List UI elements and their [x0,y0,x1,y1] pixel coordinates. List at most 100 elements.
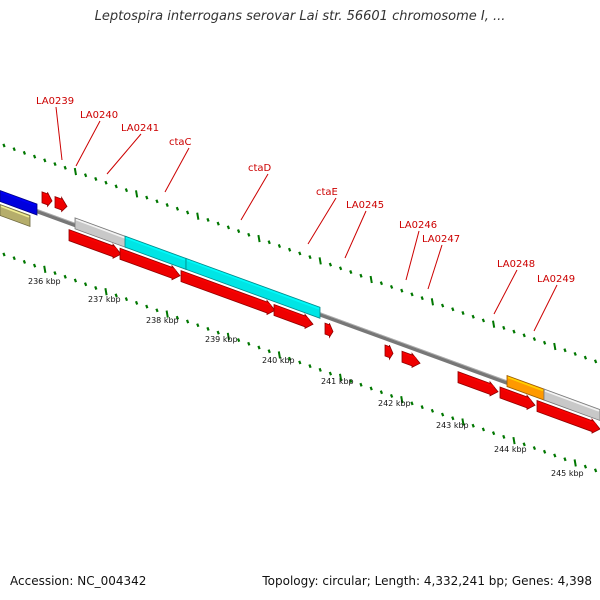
gene-body [543,388,600,421]
gene-label: LA0239 [36,96,74,107]
inner-ring-minor-tick [318,367,322,372]
gene-feature-red [180,269,276,316]
gene-highlight [325,324,330,328]
gene-feature-red [384,344,394,361]
inner-ring-minor-tick [22,259,27,264]
gene-label-leader [164,147,190,193]
inner-ring-minor-tick [145,304,149,309]
gene-feature-red [41,191,53,208]
outer-ring-minor-tick [83,173,88,178]
outer-tick-ring [2,143,598,364]
outer-ring-minor-tick [145,195,149,200]
inner-ring-minor-tick [236,338,241,343]
outer-ring-minor-tick [481,318,486,323]
gene-feature-red [536,399,600,434]
inner-ring-minor-tick [308,364,312,369]
gene-highlight [69,230,118,250]
gene-feature-red [68,229,122,259]
gene-label-leader [427,244,443,290]
inner-ring-minor-tick [502,434,506,439]
inner-ring-minor-tick [379,390,384,395]
gene-feature-olive [0,204,31,228]
gene-label-leader [307,197,337,245]
inner-ring-minor-tick [430,408,435,413]
inner-ring-major-tick [512,436,516,445]
gene-feature-red [119,247,181,281]
gene-body [273,303,314,329]
inner-ring-minor-tick [410,401,414,406]
inner-ring-minor-tick [553,453,557,458]
outer-ring-minor-tick [104,180,108,185]
inner-ring-major-tick [339,373,343,381]
gene-label: ctaC [169,137,192,148]
outer-ring-minor-tick [175,206,180,211]
gene-body [41,191,53,208]
outer-ring-major-tick [73,167,77,176]
outer-ring-minor-tick [226,225,231,230]
gene-highlight [125,237,186,261]
gene-label: LA0248 [497,259,535,270]
gene-label: LA0245 [346,200,384,211]
outer-ring-minor-tick [471,314,475,319]
gene-label: ctaD [248,163,272,174]
inner-ring-minor-tick [532,446,537,451]
gene-body [0,190,38,216]
gene-highlight [181,271,272,306]
map-title: Leptospira interrogans serovar Lai str. … [94,9,506,24]
gene-highlight [42,192,49,197]
inner-ring-minor-tick [134,300,139,305]
gene-feature-red [401,350,421,369]
outer-ring-major-tick [369,275,373,284]
inner-ring-minor-tick [451,416,455,421]
gene-body [54,196,68,213]
gene-feature-gray [543,388,600,421]
outer-ring-minor-tick [165,203,169,208]
gene-body [185,257,321,319]
inner-ring-major-tick [104,288,108,296]
inner-ring-minor-tick [32,263,37,268]
outer-ring-minor-tick [114,184,118,189]
outer-ring-minor-tick [328,262,333,267]
gene-body [0,204,31,228]
outer-ring-minor-tick [267,240,271,245]
outer-ring-minor-tick [287,247,292,252]
scale-label: 237 kbp [88,295,121,304]
gene-highlight [544,390,600,412]
gene-label-leader [106,133,142,175]
inner-ring-minor-tick [53,271,57,276]
inner-ring-minor-tick [298,360,302,365]
outer-ring-minor-tick [410,292,414,297]
gene-highlight [458,372,495,388]
gene-highlight [55,197,64,203]
inner-ring-minor-tick [124,297,129,302]
scale-label: 245 kbp [551,469,584,478]
gene-label: LA0240 [80,110,118,121]
outer-ring-major-tick [196,212,200,220]
outer-ring-minor-tick [593,359,598,364]
scale-label: 238 kbp [146,316,179,325]
outer-ring-minor-tick [440,303,445,308]
gene-label-leader [344,210,367,259]
inner-ring-major-tick [277,351,281,359]
gene-label: LA0249 [537,274,575,285]
inner-ring-minor-tick [63,274,67,279]
gene-feature-red [273,303,314,329]
gene-feature-blue [0,190,38,216]
outer-ring-minor-tick [43,158,47,163]
inner-ring-minor-tick [491,431,496,436]
scale-label: 243 kbp [436,421,469,430]
outer-ring-minor-tick [12,147,16,152]
outer-ring-minor-tick [338,266,343,271]
outer-ring-major-tick [135,190,139,198]
outer-ring-minor-tick [563,348,567,353]
outer-ring-minor-tick [420,296,424,301]
gene-highlight [0,205,30,218]
inner-ring-minor-tick [389,393,394,398]
gene-body [68,229,122,259]
inner-ring-minor-tick [481,427,486,432]
inner-ring-minor-tick [420,405,424,410]
inner-ring-minor-tick [267,349,271,354]
outer-ring-minor-tick [298,251,302,256]
inner-ring-minor-tick [185,319,190,324]
